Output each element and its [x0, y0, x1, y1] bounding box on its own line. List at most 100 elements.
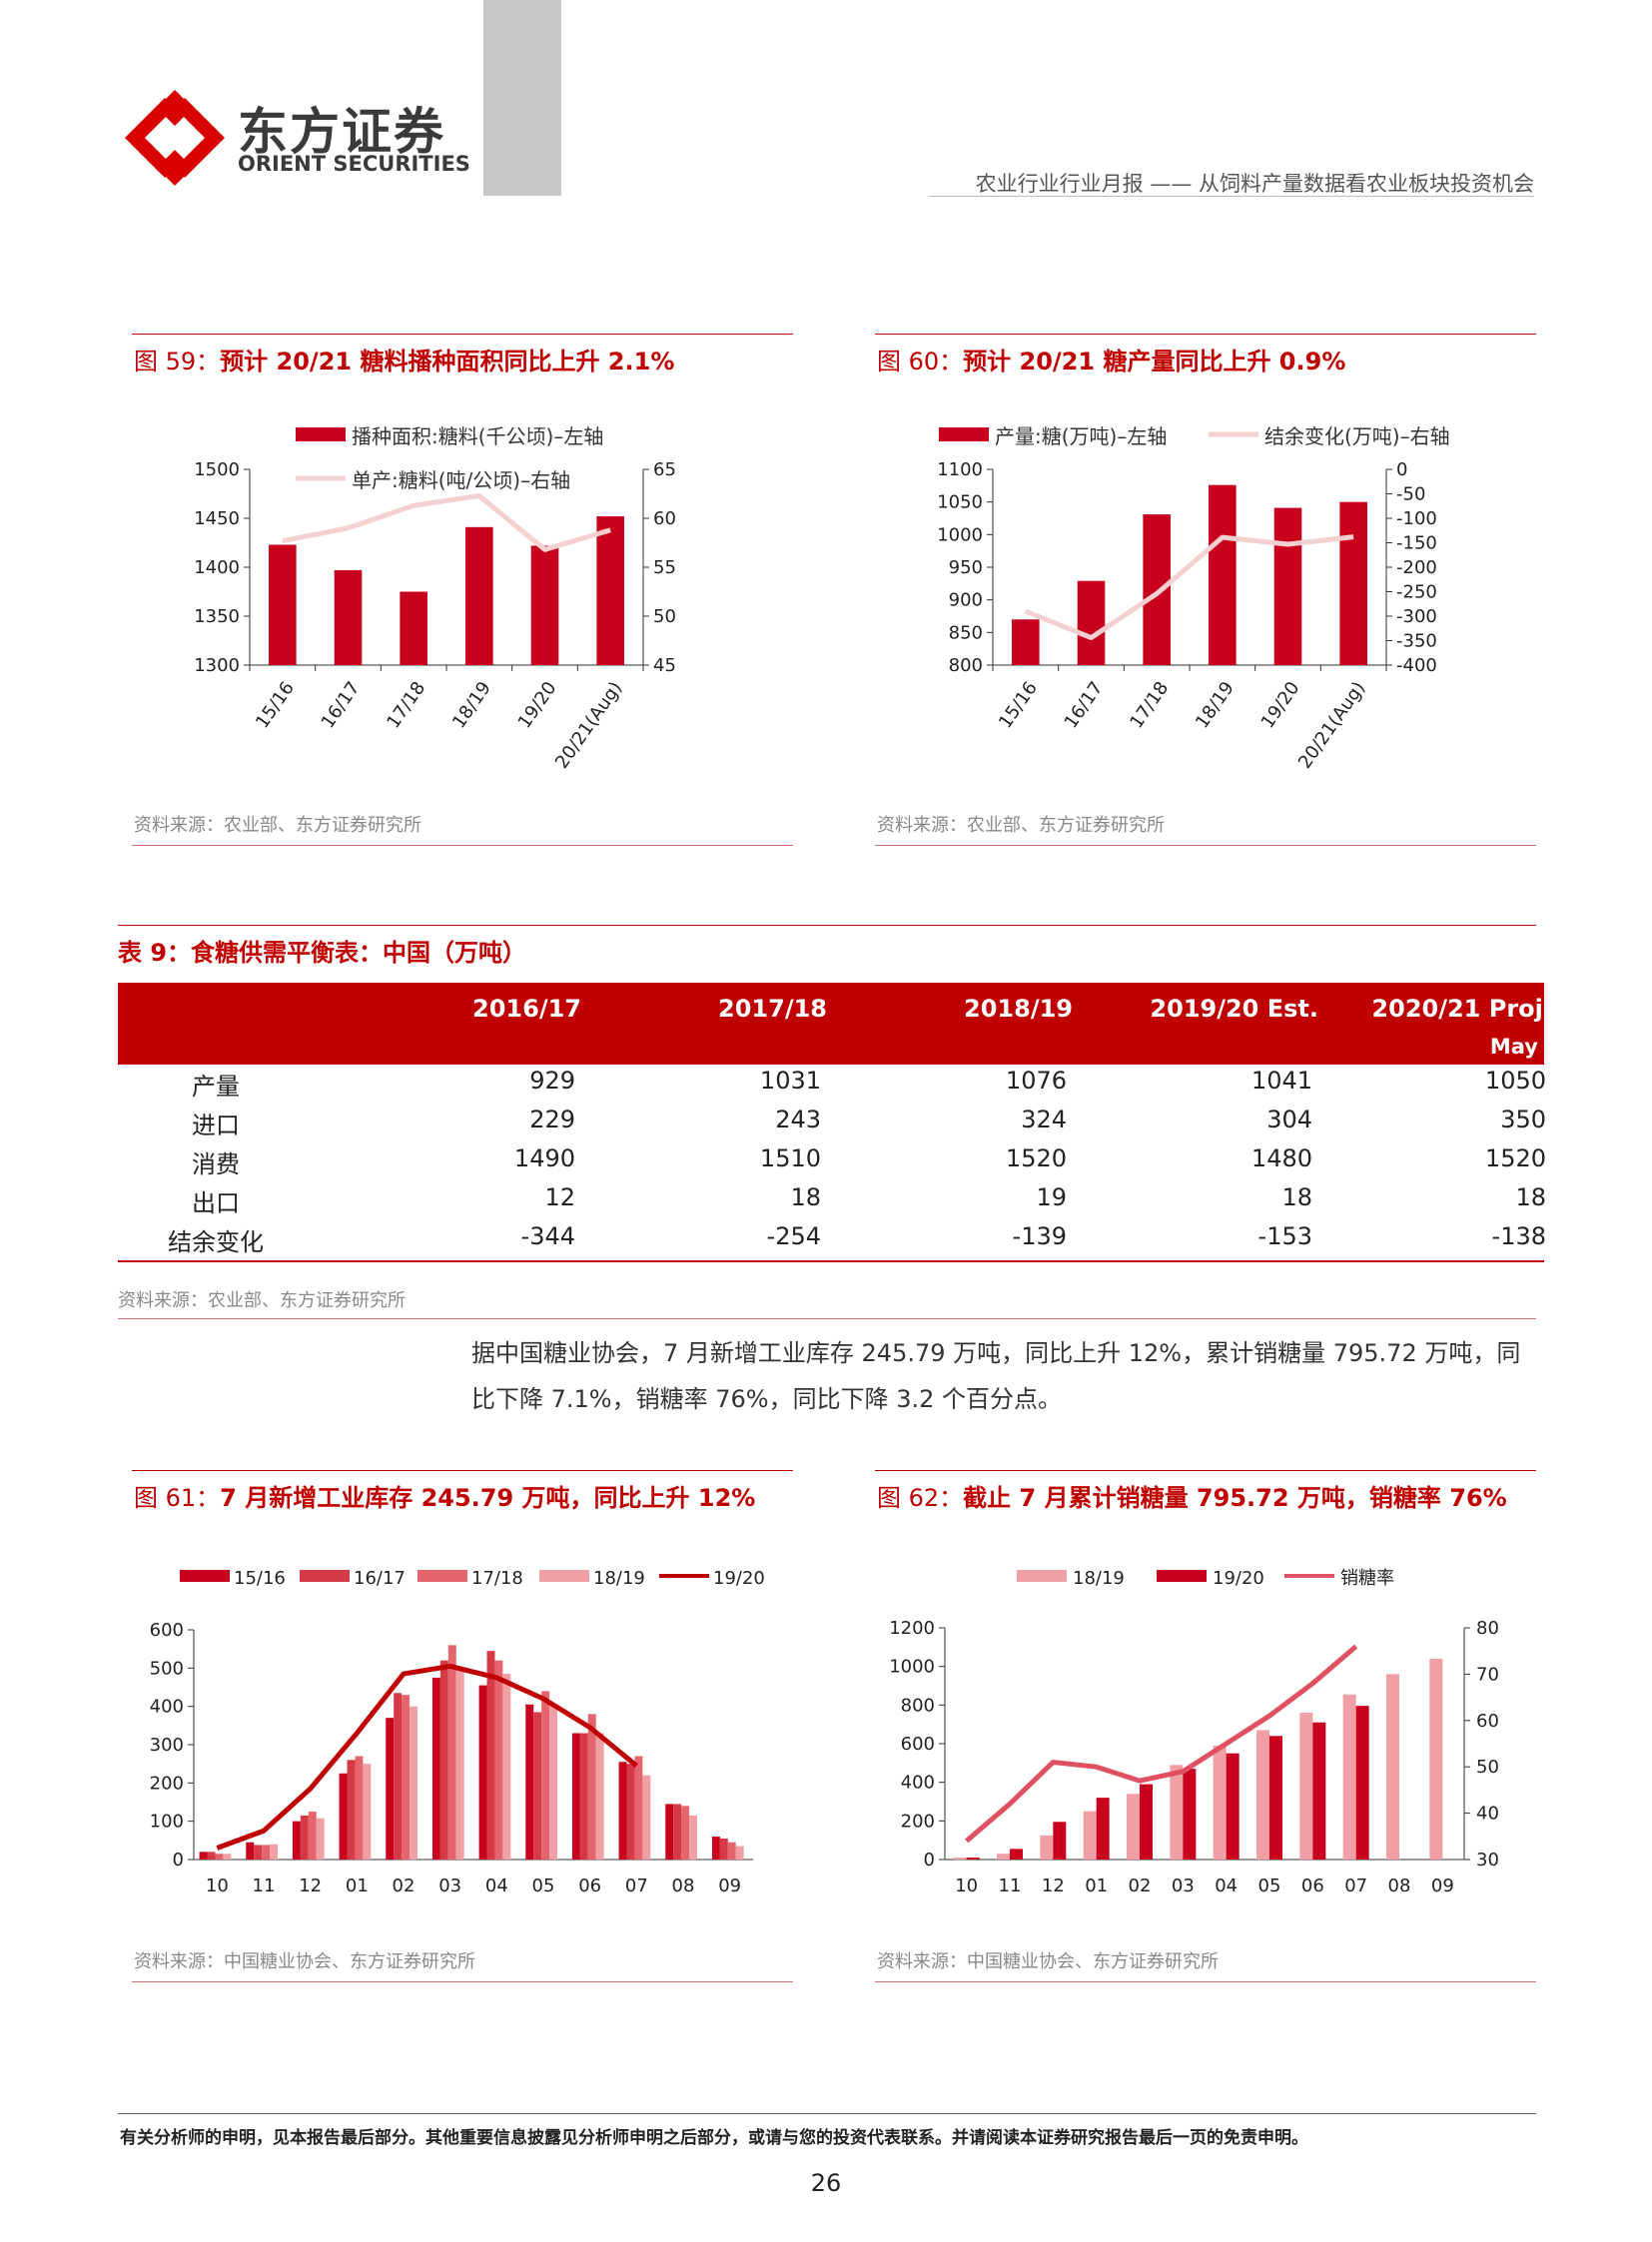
table9-header-col5: 2020/21 Proj.: [1371, 995, 1552, 1023]
bar: [1083, 1811, 1097, 1860]
left-tick-label: 850: [949, 622, 983, 643]
table9-cell: -139: [1012, 1222, 1067, 1250]
table9-bottom-rule: [118, 1260, 1544, 1262]
bar: [1342, 1694, 1356, 1860]
left-tick-label: 950: [949, 557, 983, 578]
bar: [347, 1760, 356, 1860]
bar: [626, 1764, 635, 1860]
bar: [719, 1838, 728, 1860]
left-tick-label: 800: [949, 655, 983, 676]
bar: [465, 526, 493, 665]
legend-label: 18/19: [593, 1568, 645, 1589]
series-line: [965, 1644, 1358, 1844]
category-label: 09: [1431, 1875, 1454, 1896]
bar: [665, 1804, 674, 1860]
category-label: 20/21(Aug): [551, 678, 626, 773]
table9-header-col4: 2019/20 Est.: [1150, 995, 1318, 1023]
legend-swatch: [180, 1570, 230, 1582]
bar: [355, 1756, 364, 1860]
bar: [1312, 1722, 1326, 1860]
category-label: 17/18: [1126, 678, 1173, 733]
bar: [997, 1854, 1010, 1860]
category-label: 07: [625, 1875, 648, 1896]
footer-disclaimer: 有关分析师的申明，见本报告最后部分。其他重要信息披露见分析师申明之后部分，或请与…: [120, 2128, 1308, 2148]
fig59-bottom-rule: [132, 845, 793, 846]
table9-cell: 1050: [1484, 1067, 1546, 1095]
table9-cell: 350: [1500, 1106, 1546, 1133]
bar: [735, 1846, 744, 1860]
legend-label: 销糖率: [1340, 1568, 1394, 1589]
right-tick-label: 70: [1476, 1664, 1499, 1685]
category-label: 18/19: [1192, 678, 1239, 733]
left-tick-label: 1300: [194, 655, 240, 676]
table9-header-sub: May: [1489, 1035, 1538, 1059]
category-label: 20/21(Aug): [1294, 678, 1369, 773]
category-label: 10: [955, 1875, 978, 1896]
fig61-bottom-rule: [132, 1981, 793, 1982]
company-name-en: ORIENT SECURITIES: [238, 152, 470, 176]
bar: [246, 1842, 255, 1860]
right-tick-label: 55: [653, 557, 676, 578]
bar: [447, 1645, 456, 1860]
bar: [1040, 1835, 1054, 1860]
table9-cell: -344: [520, 1222, 575, 1250]
bar: [530, 545, 559, 665]
bar: [486, 1651, 495, 1860]
bar: [571, 1733, 580, 1860]
right-tick-label: 65: [653, 459, 676, 480]
left-tick-label: 200: [901, 1811, 935, 1832]
fig62-title: 图 62：截止 7 月累计销糖量 795.72 万吨，销糖率 76%: [877, 1484, 1507, 1512]
left-tick-label: 1500: [194, 459, 240, 480]
table9-row-label: 进口: [192, 1112, 240, 1139]
bar: [579, 1733, 588, 1860]
bar: [402, 1695, 411, 1860]
header-separator: ——: [1150, 172, 1193, 196]
bar: [525, 1704, 534, 1860]
bar: [1127, 1794, 1140, 1860]
category-label: 12: [1042, 1875, 1065, 1896]
bar: [1183, 1769, 1197, 1860]
bar: [1269, 1736, 1282, 1860]
bar: [1209, 484, 1237, 665]
table9-top-rule: [118, 925, 1536, 926]
fig60-title: 图 60：预计 20/21 糖产量同比上升 0.9%: [877, 348, 1346, 375]
bar: [1140, 1784, 1153, 1860]
fig62-top-rule: [875, 1470, 1536, 1471]
bar: [455, 1670, 464, 1860]
right-tick-label: -250: [1396, 582, 1437, 603]
table9-source: 资料来源：农业部、东方证券研究所: [118, 1290, 406, 1311]
category-label: 19/20: [1257, 678, 1304, 733]
bar: [689, 1815, 697, 1860]
legend-swatch: [300, 1570, 350, 1582]
bar: [642, 1775, 651, 1860]
bar: [270, 1844, 278, 1860]
report-type: 农业行业行业月报: [975, 172, 1144, 196]
bar: [1010, 1849, 1023, 1860]
bar: [1299, 1713, 1313, 1860]
left-tick-label: 1400: [194, 557, 240, 578]
bar: [254, 1845, 263, 1860]
bar: [308, 1812, 317, 1860]
table9-cell: 1510: [759, 1144, 821, 1172]
fig59-title: 图 59：预计 20/21 糖料播种面积同比上升 2.1%: [134, 348, 675, 375]
legend-swatch: [417, 1570, 467, 1582]
category-label: 05: [532, 1875, 555, 1896]
right-tick-label: 50: [653, 606, 676, 627]
table9-cell: 229: [529, 1106, 575, 1133]
legend-swatch: [1017, 1570, 1067, 1582]
category-label: 15/16: [252, 678, 299, 733]
legend-swatch: [296, 427, 346, 441]
bar: [618, 1762, 627, 1860]
left-tick-label: 1000: [937, 524, 983, 545]
category-label: 11: [253, 1875, 276, 1896]
table9-row-label: 产量: [192, 1073, 240, 1101]
bar: [215, 1854, 224, 1860]
report-title: 从饲料产量数据看农业板块投资机会: [1199, 172, 1534, 196]
fig61-source: 资料来源：中国糖业协会、东方证券研究所: [134, 1951, 475, 1972]
bar: [410, 1706, 417, 1860]
table9-cell: 1490: [513, 1144, 575, 1172]
company-logo: 东方证券 ORIENT SECURITIES: [120, 88, 479, 188]
left-tick-label: 500: [150, 1658, 184, 1679]
footer-divider: [118, 2113, 1536, 2114]
